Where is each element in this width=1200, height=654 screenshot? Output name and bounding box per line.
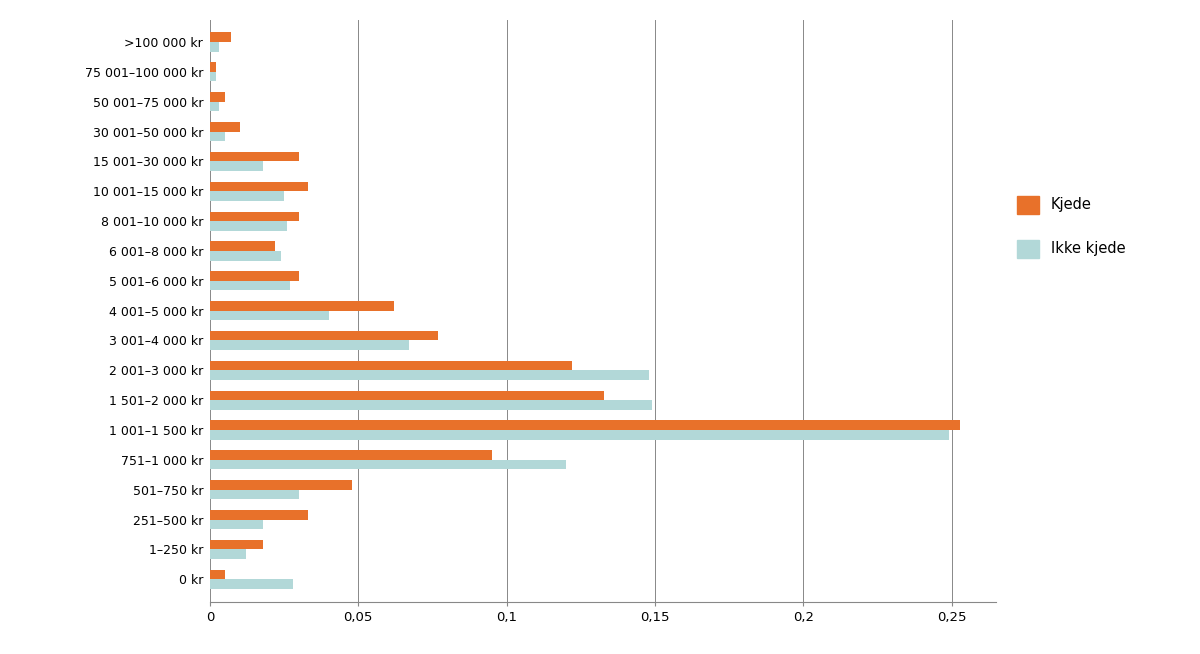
Bar — [210, 62, 216, 72]
Bar — [210, 301, 394, 311]
Bar — [210, 182, 308, 191]
Bar — [210, 480, 353, 490]
Bar — [210, 421, 960, 430]
Bar — [210, 331, 438, 341]
Bar — [210, 72, 216, 81]
Bar — [210, 430, 948, 439]
Bar — [210, 460, 566, 470]
Bar — [210, 451, 492, 460]
Bar — [210, 361, 572, 370]
Bar — [210, 131, 224, 141]
Bar — [210, 390, 605, 400]
Bar — [210, 341, 409, 350]
Bar — [210, 570, 224, 579]
Bar — [210, 241, 275, 251]
Bar — [210, 510, 308, 519]
Bar — [210, 251, 281, 260]
Bar — [210, 540, 263, 549]
Bar — [210, 211, 299, 221]
Bar — [210, 191, 284, 201]
Bar — [210, 221, 287, 231]
Bar — [210, 519, 263, 529]
Bar — [210, 162, 263, 171]
Bar — [210, 579, 293, 589]
Bar — [210, 281, 290, 290]
Bar — [210, 271, 299, 281]
Bar — [210, 92, 224, 102]
Bar — [210, 549, 246, 559]
Legend: Kjede, Ikke kjede: Kjede, Ikke kjede — [1012, 190, 1130, 264]
Bar — [210, 33, 230, 42]
Bar — [210, 42, 218, 52]
Bar — [210, 122, 240, 131]
Bar — [210, 370, 649, 380]
Bar — [210, 102, 218, 111]
Bar — [210, 311, 329, 320]
Bar — [210, 152, 299, 162]
Bar — [210, 400, 652, 410]
Bar — [210, 490, 299, 499]
